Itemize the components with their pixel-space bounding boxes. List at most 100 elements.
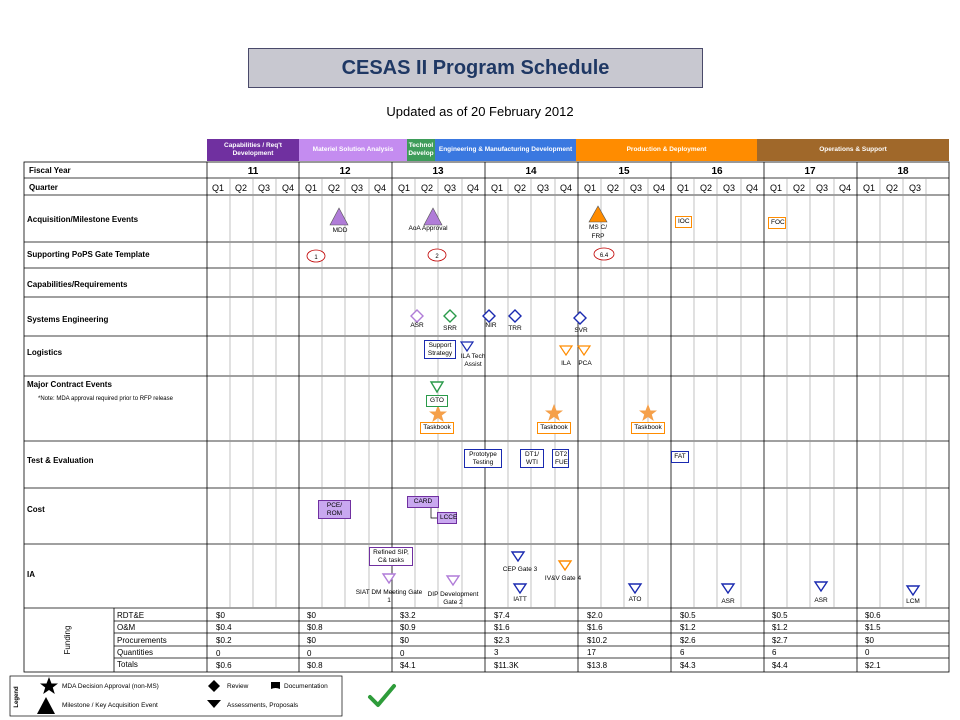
row-label-cost: Cost (27, 505, 45, 514)
event-box-support-strategy: Support Strategy (424, 340, 456, 359)
quarter-cell: Q3 (723, 183, 735, 193)
event-label-aoa: AoA Approval (408, 225, 448, 232)
quarter-cell: Q4 (467, 183, 479, 193)
funding-cell: $0.9 (400, 623, 416, 632)
event-label-msc: MS C/ FRP (588, 224, 608, 240)
gate-label: 1 (314, 255, 318, 261)
funding-cell: 6 (772, 648, 777, 657)
row-label-capabilities: Capabilities/Requirements (27, 280, 128, 289)
event-label-dip: DIP Development Gate 2 (427, 591, 479, 606)
quarter-cell: Q3 (630, 183, 642, 193)
assessment-triangle-dip (445, 575, 461, 587)
event-label-svr: SVR (574, 327, 588, 334)
page-title: CESAS II Program Schedule (248, 48, 703, 88)
funding-row-label: Procurements (117, 636, 167, 645)
quarter-cell: Q1 (305, 183, 317, 193)
funding-cell: $0.4 (216, 623, 232, 632)
event-box-dt2: DT2 FUE (552, 449, 569, 468)
year-label: 13 (432, 166, 444, 177)
phase-emd: Engineering & Manufacturing Development (435, 139, 576, 161)
assessment-triangle-ila-tech (459, 341, 475, 353)
event-box-taskbook: Taskbook (537, 422, 571, 434)
year-label: 18 (897, 166, 909, 177)
funding-cell: 0 (307, 649, 312, 658)
document-icon (271, 682, 280, 689)
row-label-test-evaluation: Test & Evaluation (27, 456, 94, 465)
milestone-triangle-mdd (329, 207, 349, 226)
event-label-srr: SRR (443, 325, 457, 332)
event-label-trr: TRR (508, 325, 522, 332)
check-icon (368, 684, 396, 707)
quarter-cell: Q2 (607, 183, 619, 193)
row-label-ia: IA (27, 570, 35, 579)
event-label-ato: ATO (628, 596, 642, 603)
funding-row-label: RDT&E (117, 611, 145, 620)
quarter-label: Quarter (29, 183, 58, 192)
event-label-siat: SIAT DM Meeting Gate 1 (355, 589, 423, 604)
year-label: 11 (248, 166, 259, 177)
event-box-lcce: LCCE (437, 512, 457, 524)
quarter-cell: Q1 (770, 183, 782, 193)
funding-cell: $4.4 (772, 661, 788, 670)
quarter-cell: Q4 (282, 183, 294, 193)
year-label: 17 (804, 166, 816, 177)
quarter-cell: Q3 (444, 183, 456, 193)
assessment-triangle-asr (813, 581, 829, 593)
event-label-mdd: MDD (332, 227, 348, 234)
funding-cell: $11.3K (494, 661, 519, 670)
legend-item: Assessments, Proposals (227, 702, 299, 709)
funding-cell: $2.7 (772, 636, 788, 645)
event-box-pce: PCE/ ROM (318, 500, 351, 519)
funding-cell: $1.2 (772, 623, 788, 632)
gate-oval-1 (306, 249, 326, 263)
review-diamond-srr (443, 309, 457, 323)
year-label: 15 (618, 166, 630, 177)
triangle-icon (37, 697, 55, 714)
year-label: 16 (711, 166, 723, 177)
event-label-asr: ASR (410, 322, 424, 329)
event-box-taskbook: Taskbook (631, 422, 665, 434)
funding-cell: $1.5 (865, 623, 881, 632)
funding-cell: $0 (216, 611, 225, 620)
phase-production: Production & Deployment (576, 139, 757, 161)
year-label: 14 (525, 166, 537, 177)
star-icon (40, 677, 58, 694)
legend-label: Legend (14, 686, 20, 708)
contract-note: *Note: MDA approval required prior to RF… (38, 396, 173, 402)
funding-cell: $0.8 (307, 661, 323, 670)
funding-cell: $2.1 (865, 661, 881, 670)
row-label-contract: Major Contract Events (27, 380, 112, 389)
diamond-icon (208, 680, 220, 692)
event-box-prototype: Prototype Testing (464, 449, 502, 468)
quarter-cell: Q1 (677, 183, 689, 193)
event-label-lcm: LCM (906, 598, 920, 605)
funding-cell: $0.2 (216, 636, 232, 645)
quarter-cell: Q1 (398, 183, 410, 193)
assessment-triangle-iatt (512, 583, 528, 595)
event-box-refined-sip: Refined SIP, C& tasks (369, 547, 413, 566)
assessment-triangle-siat (381, 573, 397, 585)
quarter-cell: Q4 (746, 183, 758, 193)
phase-operations: Operations & Support (757, 139, 949, 161)
phase-materiel-solution: Materiel Solution Analysis (299, 139, 407, 161)
event-box-card: CARD (407, 496, 439, 508)
funding-cell: $1.2 (680, 623, 696, 632)
event-box-dt1: DT1/ WTI (520, 449, 544, 468)
funding-cell: $0.6 (865, 611, 881, 620)
star-icon-taskbook (639, 404, 657, 421)
assessment-triangle-lcm (905, 585, 921, 597)
funding-cell: $0.5 (680, 611, 696, 620)
gate-label: 2 (435, 254, 439, 260)
funding-cell: $13.8 (587, 661, 608, 670)
funding-cell: $0 (400, 636, 409, 645)
gate-oval-64 (593, 247, 615, 261)
legend-item: Milestone / Key Acquisition Event (62, 702, 158, 709)
milestone-triangle-aoa (423, 207, 443, 226)
legend-item: MDA Decision Approval (non-MS) (62, 683, 159, 690)
quarter-cell: Q3 (909, 183, 921, 193)
quarter-cell: Q4 (560, 183, 572, 193)
event-label-nir: NIR (485, 322, 497, 329)
review-diamond-asr (410, 309, 424, 323)
row-label-acquisition: Acquisition/Milestone Events (27, 215, 139, 224)
quarter-cell: Q4 (839, 183, 851, 193)
